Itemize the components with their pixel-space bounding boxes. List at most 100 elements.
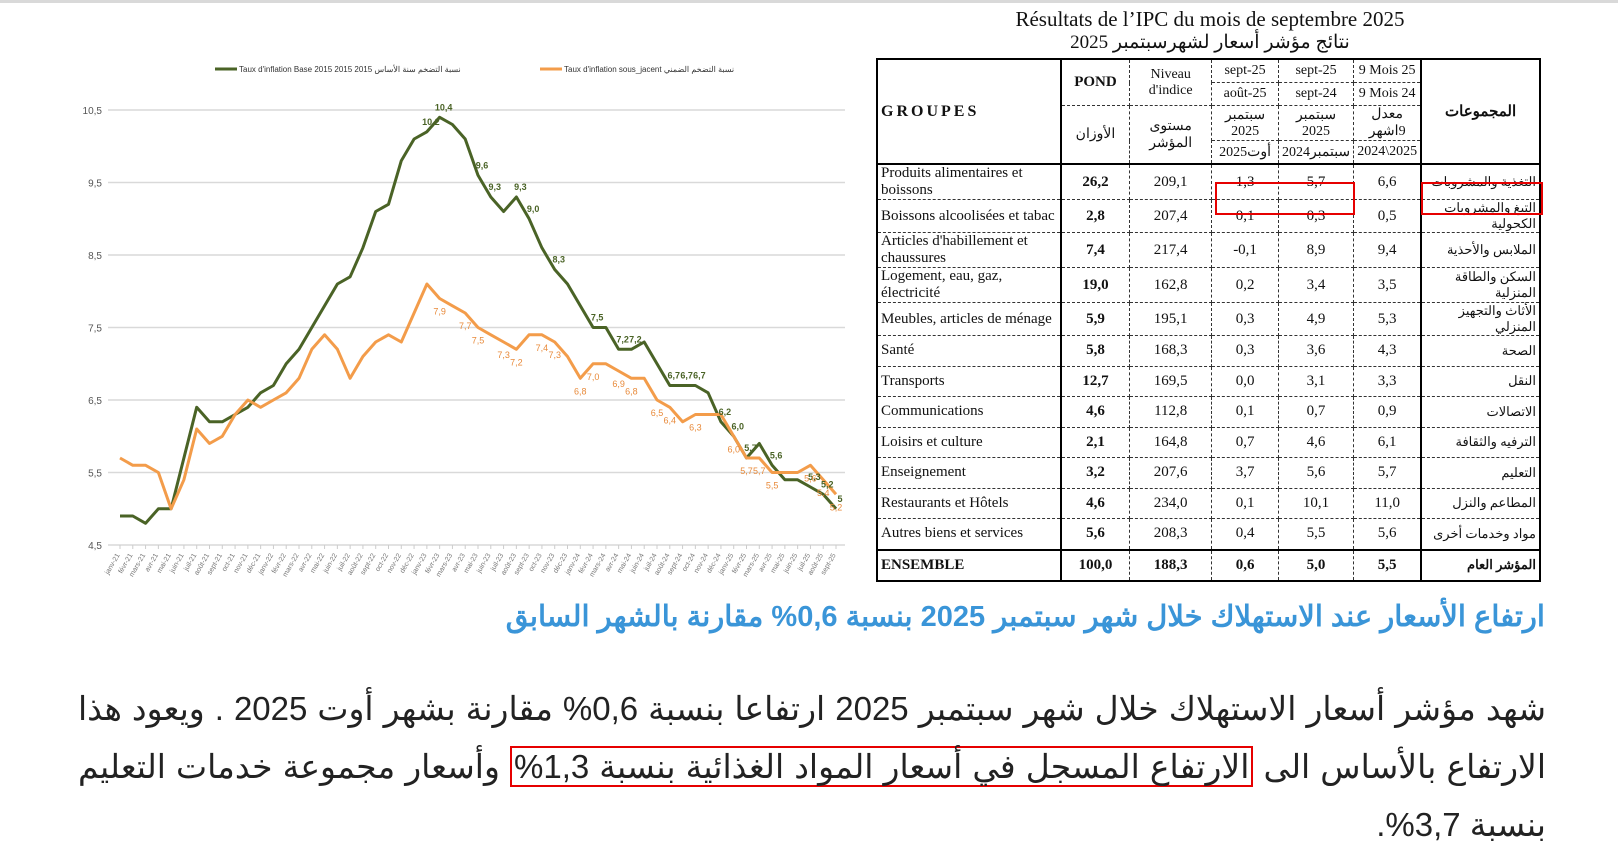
y-tick-label: 5,5 (88, 469, 102, 480)
nine-month-avg-cell: 5,7 (1353, 457, 1422, 489)
data-label: 7,4 (536, 343, 549, 353)
annual-change-cell: 4,6 (1277, 426, 1355, 458)
annual-change-cell: 4,9 (1277, 302, 1355, 336)
monthly-change-cell: 0,3 (1211, 335, 1279, 367)
group-name-ar: المؤشر العام (1420, 548, 1541, 582)
data-label: 5,7 (753, 466, 766, 476)
nine-month-avg-cell: 6,6 (1353, 163, 1422, 200)
index-level-cell: 164,8 (1129, 426, 1213, 458)
data-label: 5,4 (817, 488, 830, 498)
cpi-table: GROUPES POND Niveau d'indice sept-25 sep… (876, 58, 1541, 582)
header-groupes-ar: المجموعات (1420, 58, 1541, 165)
group-name-fr: Boissons alcoolisées et tabac (876, 199, 1062, 233)
data-label: 6,7 (693, 371, 706, 381)
y-tick-label: 8,5 (88, 251, 102, 262)
header-col1-top: sept-25 (1211, 58, 1279, 83)
nine-month-avg-cell: 5,5 (1353, 548, 1422, 582)
annual-change-cell: 8,9 (1277, 232, 1355, 268)
group-name-fr: Transports (876, 365, 1062, 397)
group-name-fr: Autres biens et services (876, 518, 1062, 550)
index-level-cell: 207,4 (1129, 199, 1213, 233)
header-col2-ar-bot: سبتمبر2024 (1277, 140, 1355, 165)
group-name-ar: الملابس والأحذية (1420, 232, 1541, 268)
header-col2-ar-top: سبتمبر 2025 (1277, 105, 1355, 141)
index-level-cell: 195,1 (1129, 302, 1213, 336)
data-label: 6,8 (574, 386, 587, 396)
paragraph-part-2: وأسعار مجموعة خدمات التعليم بنسبة 3,7%. (78, 748, 1546, 843)
data-label: 7,3 (548, 350, 561, 360)
y-tick-label: 9,5 (88, 179, 102, 190)
table-row: Boissons alcoolisées et tabac 2,8 207,4 0,1… (876, 199, 1541, 233)
index-level-cell: 168,3 (1129, 335, 1213, 367)
data-label: 7,7 (459, 321, 472, 331)
data-label: 9,0 (527, 204, 540, 214)
monthly-change-cell: 0,6 (1211, 548, 1279, 582)
group-name-ar: التبغ والمشروبات الكحولية (1420, 199, 1541, 233)
group-name-ar: الاتصالات (1420, 396, 1541, 428)
group-name-fr: Loisirs et culture (876, 426, 1062, 458)
data-label: 6,7 (680, 371, 693, 381)
data-label: 5,6 (770, 450, 783, 460)
paragraph-highlight: الارتفاع المسجل في أسعار المواد الغذائية… (510, 746, 1254, 787)
data-label: 5,2 (821, 479, 834, 489)
table-row: Loisirs et culture 2,1 164,8 0,7 4,6 6,1 الترف… (876, 426, 1541, 458)
data-label: 10,2 (422, 117, 440, 127)
y-tick-label: 4,5 (88, 541, 102, 552)
index-level-cell: 188,3 (1129, 548, 1213, 582)
weight-cell: 2,8 (1060, 199, 1131, 233)
legend-label: Taux d'inflation Base 2015 2015 نسبة الت… (239, 64, 461, 74)
index-level-cell: 217,4 (1129, 232, 1213, 268)
table-row: Logement, eau, gaz, électricité 19,0 162,8… (876, 267, 1541, 303)
annual-change-cell: 5,0 (1277, 548, 1355, 582)
group-name-fr: Santé (876, 335, 1062, 367)
data-label: 6,4 (664, 415, 677, 425)
data-label: 7,2 (510, 357, 523, 367)
table-row: Restaurants et Hôtels 4,6 234,0 0,1 10,1 11,0… (876, 487, 1541, 519)
weight-cell: 5,6 (1060, 518, 1131, 550)
monthly-change-cell: 0,3 (1211, 302, 1279, 336)
data-label: 7,2 (616, 334, 629, 344)
nine-month-avg-cell: 5,3 (1353, 302, 1422, 336)
monthly-change-cell: 0,1 (1211, 396, 1279, 428)
group-name-fr: Communications (876, 396, 1062, 428)
monthly-change-cell: 0,1 (1211, 487, 1279, 519)
table-row: Produits alimentaires et boissons 26,2 209… (876, 163, 1541, 200)
header-col3-top: 9 Mois 25 (1353, 58, 1422, 83)
nine-month-avg-cell: 3,3 (1353, 365, 1422, 397)
y-tick-label: 6,5 (88, 396, 102, 407)
weight-cell: 7,4 (1060, 232, 1131, 268)
monthly-change-cell: 0,4 (1211, 518, 1279, 550)
data-label: 6,0 (731, 421, 744, 431)
index-level-cell: 234,0 (1129, 487, 1213, 519)
index-level-cell: 207,6 (1129, 457, 1213, 489)
weight-cell: 5,8 (1060, 335, 1131, 367)
data-label: 5,6 (804, 473, 817, 483)
data-label: 5,2 (830, 502, 843, 512)
weight-cell: 5,9 (1060, 302, 1131, 336)
header-col2-top: sept-25 (1277, 58, 1355, 83)
annual-change-cell: 5,5 (1277, 518, 1355, 550)
data-label: 9,3 (514, 182, 527, 192)
header-pond: POND (1060, 58, 1131, 106)
core-inflation-line (119, 282, 838, 511)
data-label: 6,5 (651, 408, 664, 418)
data-label: 6,2 (719, 407, 732, 417)
data-label: 9,3 (489, 182, 502, 192)
group-name-fr: Articles d'habillement et chaussures (876, 232, 1062, 268)
annual-change-cell: 3,1 (1277, 365, 1355, 397)
group-name-fr: Logement, eau, gaz, électricité (876, 267, 1062, 303)
data-label: 5,7 (744, 443, 757, 453)
group-name-ar: الترفيه والثقافة (1420, 426, 1541, 458)
weight-cell: 4,6 (1060, 396, 1131, 428)
index-level-cell: 209,1 (1129, 163, 1213, 200)
group-name-ar: التعليم (1420, 457, 1541, 489)
data-label: 7,2 (629, 334, 642, 344)
annual-change-cell: 0,3 (1277, 199, 1355, 233)
data-label: 8,3 (552, 255, 565, 265)
data-label: 6,0 (727, 444, 740, 454)
data-label: 5,7 (740, 466, 753, 476)
annual-change-cell: 3,6 (1277, 335, 1355, 367)
data-label: 7,5 (472, 336, 485, 346)
monthly-change-cell: 1,3 (1211, 163, 1279, 200)
weight-cell: 100,0 (1060, 548, 1131, 582)
